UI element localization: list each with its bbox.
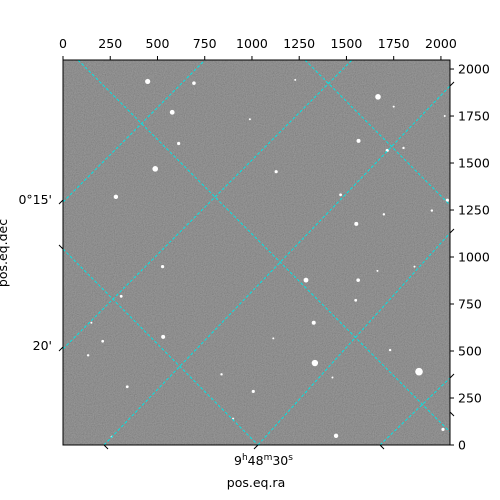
star-source [356, 138, 361, 143]
star-source [251, 389, 255, 394]
sources-layer [86, 78, 449, 438]
ra-tick [379, 444, 385, 450]
y-pixel-tick-label: 500 [458, 344, 482, 359]
star-source [86, 354, 90, 357]
x-pixel-tick-label: 250 [98, 36, 122, 51]
star-source [274, 170, 278, 174]
x-pixel-tick-label: 1750 [378, 36, 410, 51]
grid-line [379, 377, 450, 445]
star-source [177, 141, 181, 146]
star-source [415, 367, 423, 376]
star-source [113, 194, 119, 200]
star-source [443, 115, 446, 118]
x-pixel-tick-label: 750 [193, 36, 217, 51]
star-source [441, 427, 445, 431]
star-source [331, 376, 334, 379]
star-source [311, 320, 316, 325]
star-source [333, 433, 339, 438]
dec-tick [449, 373, 455, 379]
grid-line [63, 60, 206, 203]
y-pixel-tick-label: 2000 [458, 62, 490, 77]
image-panel [63, 60, 450, 445]
star-source [413, 265, 416, 268]
star-source [90, 321, 93, 324]
star-source [375, 94, 381, 100]
grid-line [257, 232, 450, 445]
star-source [392, 105, 395, 108]
x-pixel-tick-label: 2000 [425, 36, 457, 51]
y-pixel-tick-label: 1500 [458, 156, 490, 171]
dec-tick [449, 228, 455, 234]
sky-image-noise [63, 60, 450, 445]
y-pixel-tick-label: 1000 [458, 250, 490, 265]
right-pixel-axis: 0 250 500 750 1000 1250 1500 1750 2000 [450, 62, 490, 453]
star-source [430, 209, 434, 212]
star-source [192, 81, 196, 85]
star-source [161, 334, 166, 339]
x-pixel-tick-label: 500 [146, 36, 170, 51]
star-source [272, 337, 275, 340]
star-source [160, 264, 165, 269]
star-source [339, 193, 342, 197]
y-pixel-tick-label: 250 [458, 391, 482, 406]
top-pixel-axis: 0 250 500 750 1000 1250 1500 1750 2000 [59, 36, 457, 60]
grid-line [103, 85, 450, 445]
x-pixel-tick-label: 0 [59, 36, 67, 51]
y-pixel-tick-label: 1750 [458, 109, 490, 124]
star-source [388, 348, 392, 352]
star-source [220, 373, 223, 376]
plot-frame [62, 59, 451, 446]
ra-ticks [103, 444, 385, 450]
ra-tick-label: 9h48m30s [234, 453, 293, 468]
x-pixel-tick-label: 1500 [331, 36, 363, 51]
y-pixel-tick-label: 1250 [458, 203, 490, 218]
dec-tick [58, 346, 64, 352]
star-source [169, 109, 175, 115]
star-source [402, 146, 405, 150]
star-source [145, 78, 151, 85]
ra-tick [103, 444, 109, 450]
star-source [119, 294, 123, 298]
dec-tick-label: 20' [33, 338, 52, 353]
star-source [294, 78, 297, 81]
star-source [311, 359, 319, 367]
dec-tick-label: 0°15' [18, 192, 52, 207]
star-source [152, 166, 159, 172]
y-pixel-tick-label: 0 [458, 438, 466, 453]
star-source [101, 339, 105, 343]
dec-tick [58, 199, 64, 205]
star-source [376, 269, 379, 272]
star-source [382, 213, 386, 216]
star-source [356, 278, 360, 282]
star-source [303, 277, 309, 283]
ra-axis-label: pos.eq.ra [227, 475, 285, 490]
grid-line [63, 60, 353, 350]
grid-line [304, 60, 450, 206]
x-pixel-tick-label: 1250 [283, 36, 315, 51]
dec-ticks [58, 81, 455, 417]
x-pixel-tick-label: 1000 [236, 36, 268, 51]
grid-line [77, 60, 450, 433]
star-source [354, 221, 359, 226]
star-source [354, 298, 358, 302]
grid-line [63, 248, 259, 445]
star-source [125, 385, 129, 389]
dec-tick [449, 411, 455, 417]
dec-axis-label: pos.eq.dec [0, 219, 10, 287]
star-source [445, 198, 449, 202]
ra-tick [253, 444, 259, 450]
dec-tick [449, 81, 455, 87]
dec-tick [58, 244, 64, 250]
star-source [248, 118, 251, 121]
coordinate-grid [63, 60, 450, 445]
y-pixel-tick-label: 750 [458, 297, 482, 312]
